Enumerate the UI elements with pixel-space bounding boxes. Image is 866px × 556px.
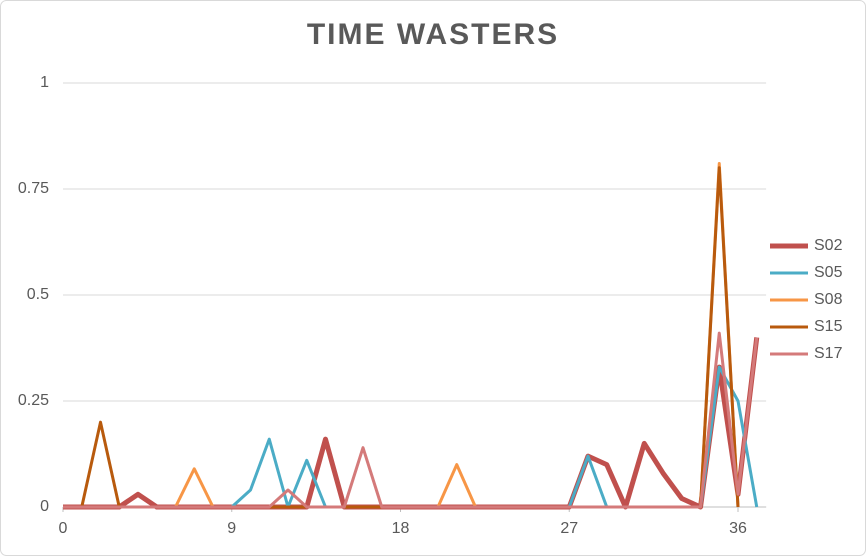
y-tick-label: 0.25 xyxy=(18,392,49,409)
legend-label: S17 xyxy=(814,345,843,362)
series-line xyxy=(63,331,759,509)
x-tick-label: 27 xyxy=(560,520,578,537)
y-tick-label: 0 xyxy=(40,498,49,515)
legend-label: S02 xyxy=(814,237,843,254)
x-tick-label: 0 xyxy=(59,520,68,537)
x-tick-label: 36 xyxy=(729,520,747,537)
x-tick-label: 9 xyxy=(227,520,236,537)
legend-label: S08 xyxy=(814,291,843,308)
chart-title: TIME WASTERS xyxy=(307,18,559,51)
y-tick-label: 0.5 xyxy=(27,286,49,303)
x-tick-label: 18 xyxy=(392,520,410,537)
y-tick-label: 0.75 xyxy=(18,180,49,197)
legend-label: S05 xyxy=(814,264,843,281)
y-tick-label: 1 xyxy=(40,74,49,91)
legend-label: S15 xyxy=(814,318,843,335)
